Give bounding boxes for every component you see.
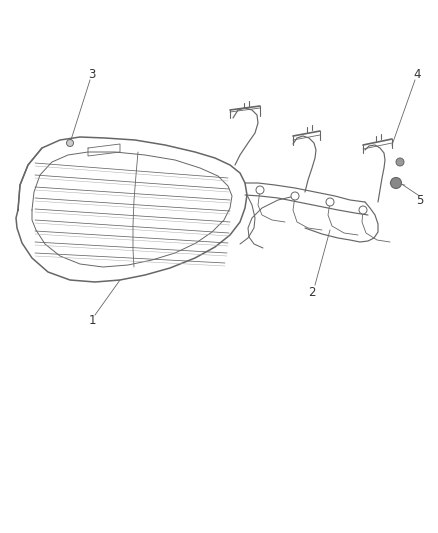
Circle shape [359, 206, 367, 214]
Text: 3: 3 [88, 69, 95, 82]
Text: 4: 4 [413, 69, 421, 82]
Circle shape [291, 192, 299, 200]
Text: 2: 2 [308, 286, 316, 298]
Circle shape [326, 198, 334, 206]
Text: 5: 5 [416, 193, 424, 206]
Circle shape [67, 140, 74, 147]
Circle shape [256, 186, 264, 194]
Circle shape [391, 177, 402, 189]
Circle shape [396, 158, 404, 166]
Text: 1: 1 [88, 313, 96, 327]
